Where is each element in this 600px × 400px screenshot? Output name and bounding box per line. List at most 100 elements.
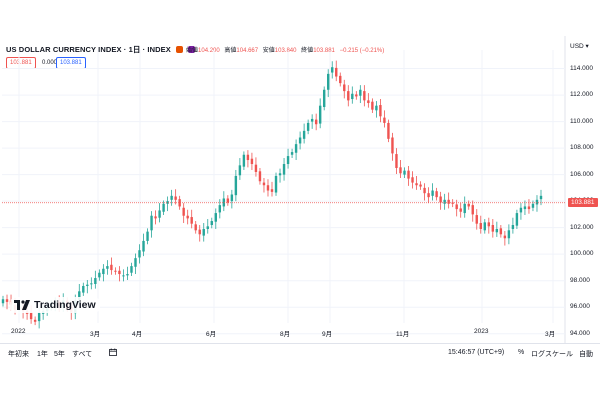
candle-body <box>182 207 185 216</box>
ohlc-close-value: 103.881 <box>313 48 335 54</box>
candle-body <box>114 270 117 272</box>
candle-body <box>435 191 438 198</box>
candle-body <box>351 93 354 100</box>
tradingview-logo[interactable]: TradingView <box>10 297 100 313</box>
candle-body <box>523 206 527 210</box>
candle-body <box>415 183 418 186</box>
candle-body <box>110 264 113 271</box>
candle-body <box>210 221 213 226</box>
y-tick-label: 100.000 <box>570 250 594 258</box>
x-tick-label: 4月 <box>132 331 143 338</box>
candle-body <box>467 203 470 207</box>
range-ytd-button[interactable]: 年初来 <box>8 351 29 358</box>
candle-body <box>250 158 254 165</box>
x-tick-label: 9月 <box>322 331 333 338</box>
candle-body <box>499 228 503 235</box>
candle-body <box>327 73 330 90</box>
candle-body <box>170 195 173 200</box>
y-tick-label: 106.000 <box>570 170 594 178</box>
ohlc-low-value: 103.840 <box>274 48 297 54</box>
percent-toggle[interactable]: % <box>518 349 525 356</box>
candle-body <box>226 198 230 203</box>
price-chart[interactable] <box>0 36 600 343</box>
candle-body <box>278 173 282 176</box>
ohlc-open-label: 始値 <box>186 48 199 54</box>
candle-body <box>238 165 242 176</box>
candle-body <box>407 170 410 179</box>
candle-body <box>395 154 398 168</box>
candle-body <box>391 137 394 154</box>
candle-body <box>146 231 149 241</box>
tradingview-chart-widget: US DOLLAR CURRENCY INDEX · 1日 · INDEX 始値… <box>0 36 600 362</box>
y-tick-label: 98.000 <box>570 276 590 284</box>
candle-body <box>423 187 426 194</box>
range-5y-button[interactable]: 5年 <box>54 351 65 358</box>
y-tick-label: 102.000 <box>570 223 594 231</box>
candle-body <box>154 216 157 219</box>
x-tick-label: 6月 <box>206 331 217 338</box>
candle-body <box>82 285 85 293</box>
range-all-button[interactable]: すべて <box>72 351 93 358</box>
bottom-toolbar: 年初来 1年 5年 すべて 15:46:57 (UTC+9) % ログスケール … <box>0 343 600 363</box>
candle-body <box>33 319 37 322</box>
candle-body <box>254 164 258 172</box>
symbol-title[interactable]: US DOLLAR CURRENCY INDEX · 1日 · INDEX <box>6 45 171 54</box>
ohlc-low-label: 安値 <box>262 48 275 54</box>
candle-body <box>322 89 326 108</box>
candle-body <box>290 152 294 155</box>
range-1y-button[interactable]: 1年 <box>37 351 48 358</box>
candle-body <box>403 170 406 175</box>
y-tick-label: 94.000 <box>570 329 590 337</box>
ohlc-high-label: 高値 <box>224 48 237 54</box>
auto-scale-toggle[interactable]: 自動 <box>579 351 593 358</box>
candle-body <box>483 222 486 231</box>
candle-body <box>359 89 362 96</box>
y-tick-label: 114.000 <box>570 64 594 72</box>
candle-body <box>443 199 446 204</box>
candle-body <box>439 196 442 203</box>
logo-text: TradingView <box>34 299 96 311</box>
candle-body <box>479 223 482 229</box>
candle-body <box>86 284 89 286</box>
candle-body <box>471 205 474 215</box>
data-badge-icon <box>188 46 196 53</box>
candle-body <box>527 206 531 210</box>
x-tick-label: 8月 <box>280 331 291 338</box>
candle-body <box>246 154 250 161</box>
candle-body <box>294 144 298 153</box>
candle-body <box>507 230 511 239</box>
candle-body <box>419 184 422 187</box>
candle-body <box>190 217 193 224</box>
candle-body <box>118 270 121 275</box>
candle-body <box>487 222 491 227</box>
x-tick-label: 2023 <box>474 328 489 335</box>
candle-body <box>539 195 543 200</box>
candle-body <box>411 177 414 183</box>
candle-body <box>206 226 209 229</box>
candle-body <box>1 299 5 304</box>
candle-body <box>138 250 141 258</box>
clock-time[interactable]: 15:46:57 (UTC+9) <box>448 349 505 356</box>
candle-body <box>29 312 33 320</box>
candle-body <box>142 240 145 252</box>
candle-body <box>339 75 342 84</box>
candle-body <box>463 203 466 214</box>
candle-body <box>535 199 539 205</box>
x-tick-label: 3月 <box>545 331 556 338</box>
candle-body <box>383 117 386 123</box>
currency-selector[interactable]: USD ▾ <box>570 43 589 50</box>
candle-body <box>162 203 165 212</box>
candle-body <box>98 272 101 278</box>
candle-body <box>94 278 97 285</box>
log-scale-toggle[interactable]: ログスケール <box>531 351 573 358</box>
candle-body <box>495 228 499 233</box>
x-tick-label: 2022 <box>11 328 26 335</box>
candle-body <box>214 213 217 222</box>
candle-body <box>158 210 161 218</box>
candle-body <box>347 91 350 101</box>
spread-value: 0.000 <box>38 57 62 69</box>
exchange-badge-icon <box>175 46 183 53</box>
candle-body <box>318 105 322 124</box>
tradingview-icon <box>14 300 30 310</box>
calendar-icon[interactable] <box>109 348 117 356</box>
